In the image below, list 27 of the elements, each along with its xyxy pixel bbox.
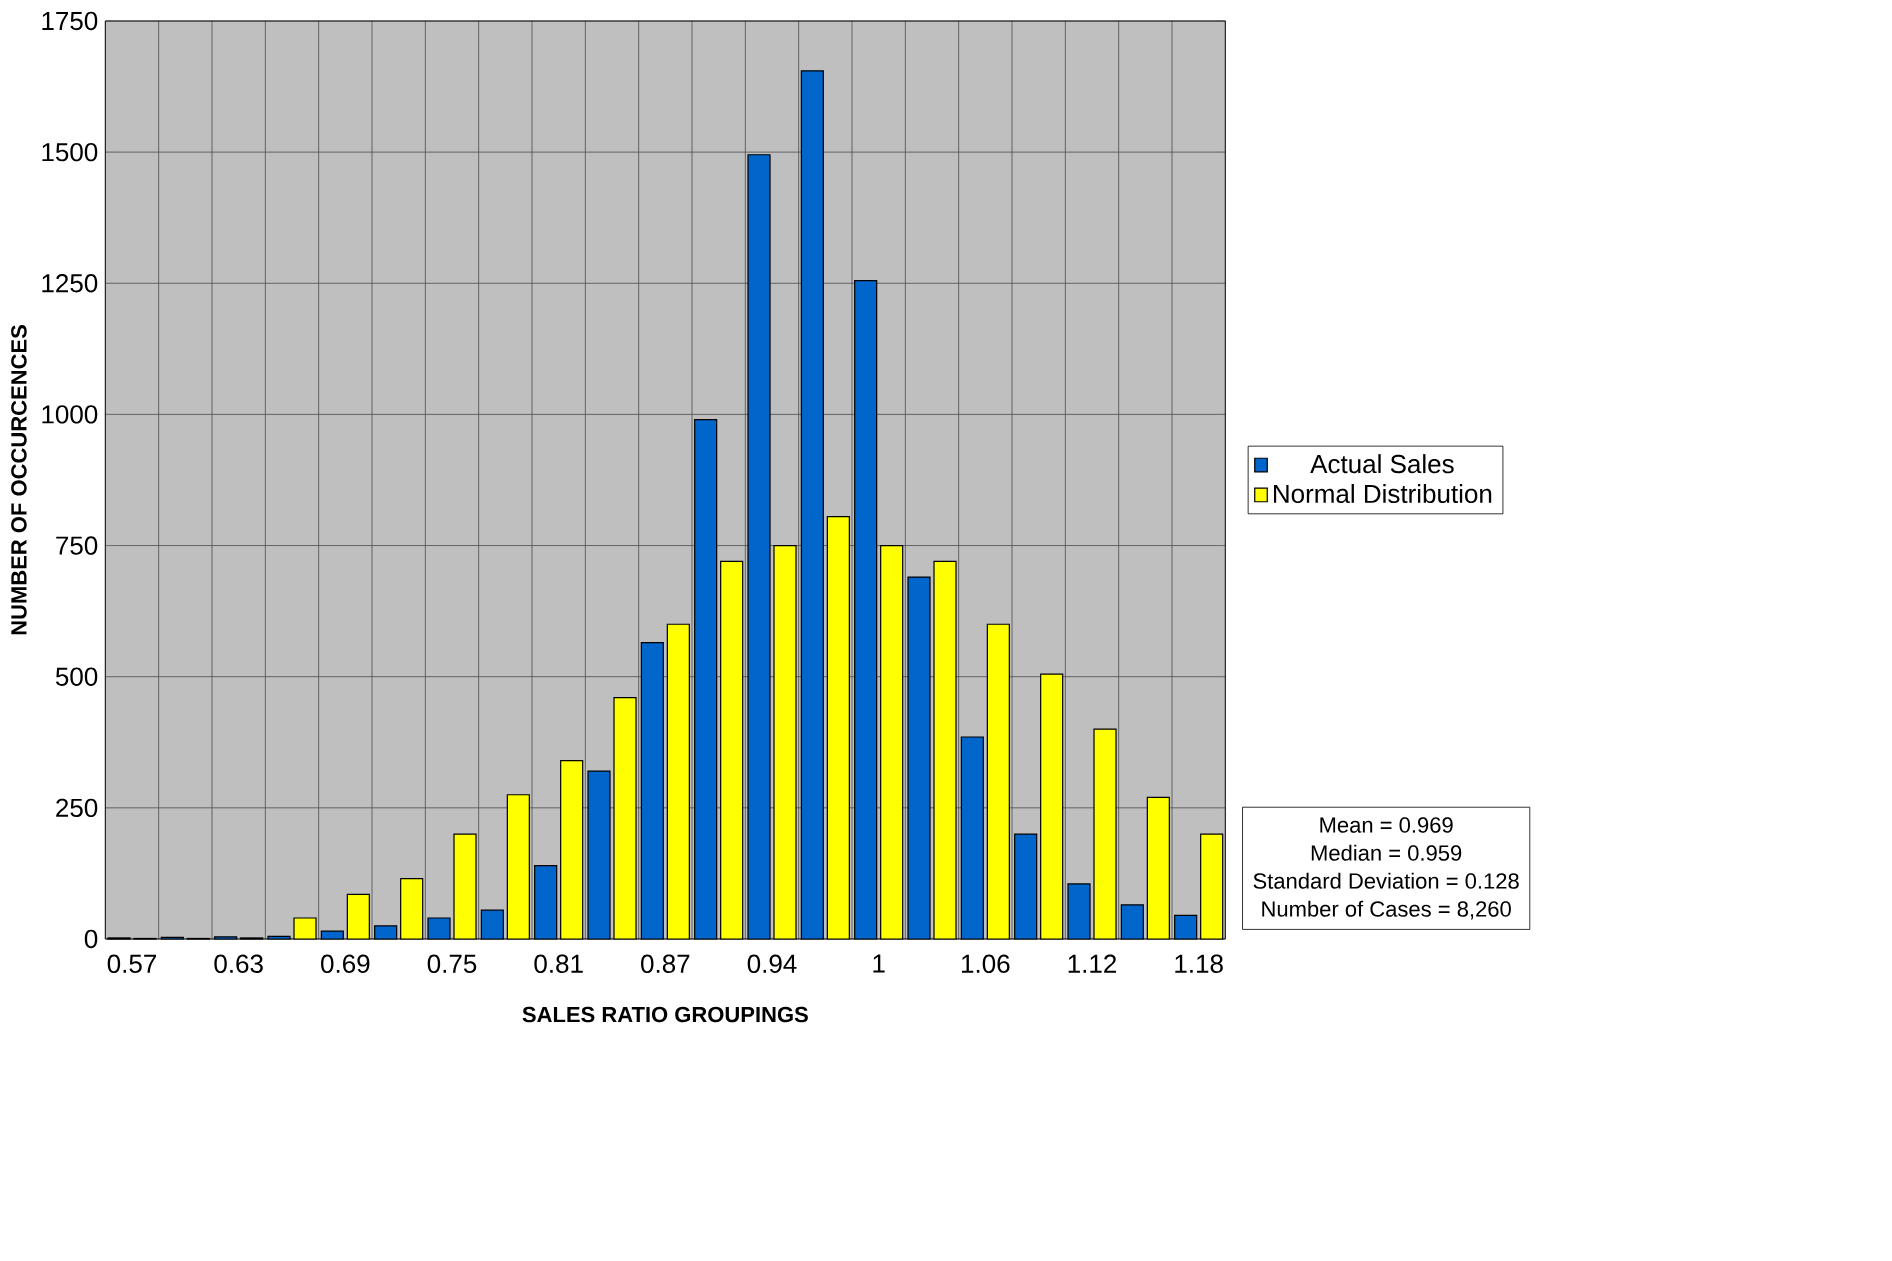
text: Mean = 0.969 [1320, 817, 1453, 833]
x-tick-label: 0.57 [107, 954, 156, 973]
y-tick-label: 750 [56, 536, 98, 555]
x-tick-label: 0.81 [534, 954, 583, 973]
x-tick-label: 0.94 [747, 954, 797, 973]
x-tick-label: 1 [873, 954, 885, 973]
y-tick-label: 1250 [42, 274, 98, 293]
y-tick-label: 1000 [42, 405, 98, 424]
x-axis-title: SALES RATIO GROUPINGS [522, 1006, 808, 1023]
x-tick-label: 1.18 [1175, 954, 1223, 973]
text: Standard Deviation = 0.128 [1253, 872, 1519, 889]
x-tick-label: 0.69 [321, 954, 370, 973]
y-tick-label: 500 [55, 667, 98, 686]
text: Number of Cases = 8,260 [1262, 900, 1511, 920]
legend-label: Normal Distribution [1273, 483, 1492, 504]
y-tick-label: 0 [84, 929, 98, 949]
x-tick-label: 0.87 [641, 954, 690, 973]
x-tick-label: 0.75 [427, 954, 477, 973]
text: Median = 0.959 [1311, 844, 1462, 861]
y-tick-label: 1500 [42, 142, 98, 162]
y-tick-label: 250 [56, 798, 98, 818]
y-axis-title: NUMBER OF OCCURCENCES [11, 325, 27, 635]
x-tick-label: 0.63 [214, 954, 263, 973]
legend-label: Actual Sales [1310, 454, 1454, 474]
x-tick-label: 1.06 [962, 954, 1010, 973]
x-tick-label: 1.12 [1068, 954, 1116, 973]
y-tick-label: 1750 [42, 11, 98, 31]
